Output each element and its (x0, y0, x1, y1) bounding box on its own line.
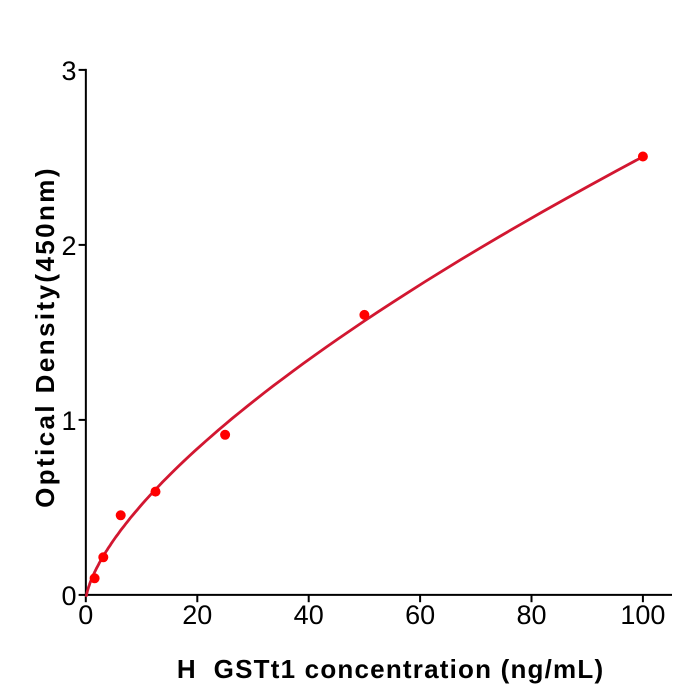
svg-text:H GSTt1 concentration (ng/mL): H GSTt1 concentration (ng/mL) (177, 654, 604, 684)
svg-text:0: 0 (61, 581, 76, 611)
svg-text:0: 0 (78, 600, 93, 630)
svg-text:2: 2 (61, 231, 76, 261)
svg-text:40: 40 (294, 600, 324, 630)
svg-text:3: 3 (61, 56, 76, 86)
svg-text:100: 100 (620, 600, 665, 630)
svg-text:80: 80 (516, 600, 546, 630)
svg-text:1: 1 (61, 406, 76, 436)
svg-text:60: 60 (405, 600, 435, 630)
svg-text:20: 20 (182, 600, 212, 630)
svg-text:Optical Density(450nm): Optical Density(450nm) (30, 166, 60, 508)
